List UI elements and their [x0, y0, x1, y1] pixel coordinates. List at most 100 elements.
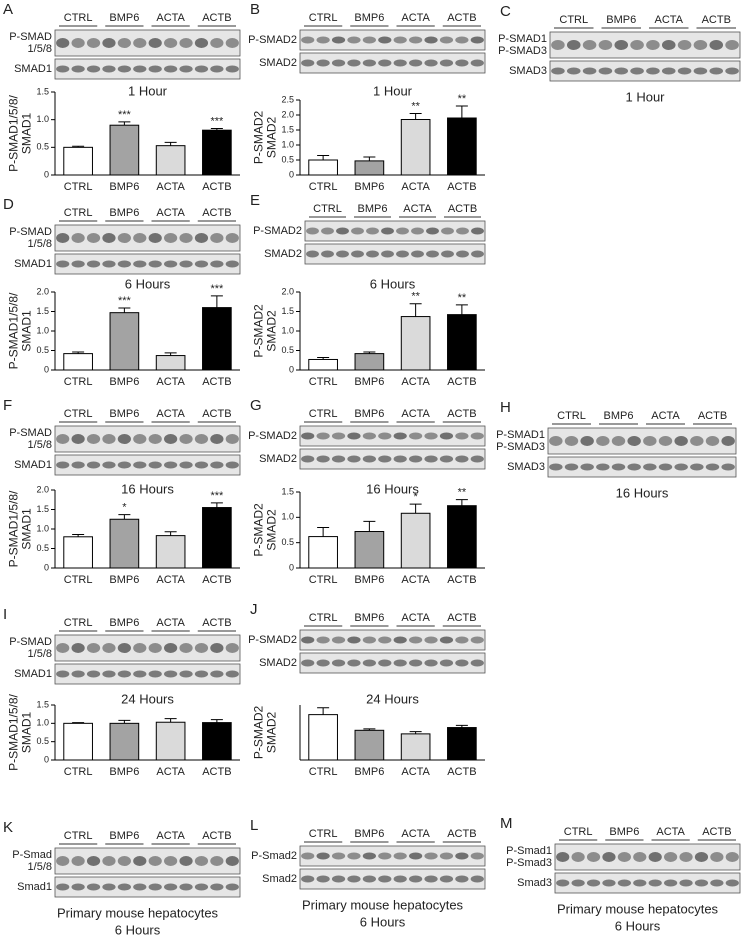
- error-bar: [363, 728, 376, 731]
- group-label: ACTB: [698, 410, 727, 422]
- row-label: P-SMAD1: [498, 33, 547, 45]
- x-tick-label: ACTA: [156, 376, 185, 388]
- x-tick-label: ACTA: [156, 766, 185, 778]
- blot-band: [710, 852, 724, 862]
- y-tick-label: 2.0: [281, 286, 294, 296]
- blot-band: [602, 852, 616, 862]
- y-label: P-SMAD1/5/8/SMAD1: [7, 94, 34, 171]
- error-bar: [72, 533, 85, 537]
- group-label: CTRL: [64, 830, 93, 842]
- blot-band: [194, 233, 209, 243]
- y-label-line: SMAD2: [265, 509, 279, 551]
- blot-band: [225, 643, 239, 653]
- blot-band: [210, 883, 224, 891]
- blot-band: [351, 227, 364, 235]
- blot-strip: [54, 847, 241, 875]
- blot-band: [409, 432, 423, 440]
- y-tick-label: 1.0: [36, 718, 49, 728]
- blot-band: [148, 434, 162, 444]
- blot-band: [133, 461, 147, 469]
- x-tick-label: BMP6: [354, 574, 384, 586]
- blot-band: [179, 434, 193, 444]
- chart-title: 16 Hours: [366, 481, 419, 496]
- blot-band: [225, 670, 239, 678]
- blot-band: [164, 856, 178, 866]
- x-tick-label: CTRL: [64, 376, 93, 388]
- group-label: ACTB: [447, 408, 476, 420]
- blot-band: [596, 463, 610, 471]
- blot-band: [393, 36, 407, 44]
- blot-band: [455, 659, 469, 667]
- blot-strip: [54, 663, 241, 685]
- blot-strip: [54, 876, 241, 898]
- blot-band: [409, 852, 423, 860]
- blot-band: [347, 59, 361, 67]
- blot-band: [56, 643, 70, 653]
- blot-band: [56, 856, 70, 866]
- bar: [155, 145, 186, 176]
- blot-band: [439, 852, 454, 860]
- blot-band: [690, 436, 704, 446]
- bar: [63, 146, 93, 176]
- blot-band: [424, 875, 438, 883]
- blot-band: [210, 643, 224, 653]
- error-bar: [317, 357, 330, 360]
- y-tick-label: 0: [44, 754, 49, 764]
- blot-band: [301, 455, 315, 463]
- blot-band: [225, 260, 239, 268]
- y-tick-label: 0.5: [281, 345, 294, 355]
- blot-band: [225, 434, 239, 444]
- blot-band: [316, 36, 330, 44]
- blot-band: [194, 461, 209, 469]
- error-bar: [409, 731, 422, 734]
- bar: [400, 733, 431, 761]
- blot-band: [455, 36, 469, 44]
- x-tick-label: ACTB: [447, 376, 476, 388]
- blot-band: [455, 432, 469, 440]
- blot-band: [426, 227, 439, 235]
- blot-band: [301, 852, 315, 860]
- blot-band: [351, 250, 364, 258]
- blot-strip: [54, 58, 241, 80]
- blot-band: [194, 260, 209, 268]
- blot-band: [133, 233, 147, 243]
- x-tick-label: BMP6: [354, 376, 384, 388]
- blot-band: [86, 670, 101, 678]
- error-bar: [363, 520, 376, 532]
- blot-band: [393, 455, 407, 463]
- blot-band: [441, 250, 454, 258]
- blot-band: [331, 36, 346, 44]
- blot-band: [633, 879, 647, 887]
- group-label: CTRL: [313, 203, 342, 215]
- blot-band: [331, 432, 346, 440]
- blot-band: [56, 883, 70, 891]
- blot-band: [148, 260, 162, 268]
- bar: [400, 316, 431, 371]
- row-label: SMAD1: [14, 459, 52, 471]
- blot-band: [210, 38, 224, 48]
- chart-title: 24 Hours: [121, 691, 174, 706]
- blot-band: [617, 879, 631, 887]
- blot-band: [694, 879, 709, 887]
- blot-band: [381, 227, 394, 235]
- bar: [155, 721, 186, 761]
- blot-band: [455, 455, 469, 463]
- blot-band: [210, 434, 224, 444]
- row-label: Smad3: [517, 877, 552, 889]
- blot-band: [409, 636, 423, 644]
- panel-letter: M: [500, 815, 513, 832]
- y-tick-label: 1.0: [281, 512, 294, 522]
- blot-band: [580, 436, 594, 446]
- blot-band: [470, 432, 484, 440]
- blot-band: [614, 67, 629, 75]
- blot-band: [86, 65, 101, 73]
- x-tick-label: CTRL: [64, 181, 93, 193]
- blot-band: [582, 40, 597, 50]
- group-label: CTRL: [309, 408, 338, 420]
- group-label: CTRL: [64, 207, 93, 219]
- y-label-line: P-SMAD2: [252, 111, 266, 165]
- bar: [354, 160, 385, 176]
- blot-band: [648, 879, 662, 887]
- chart-title: 24 Hours: [366, 691, 419, 706]
- group-label: ACTB: [202, 617, 231, 629]
